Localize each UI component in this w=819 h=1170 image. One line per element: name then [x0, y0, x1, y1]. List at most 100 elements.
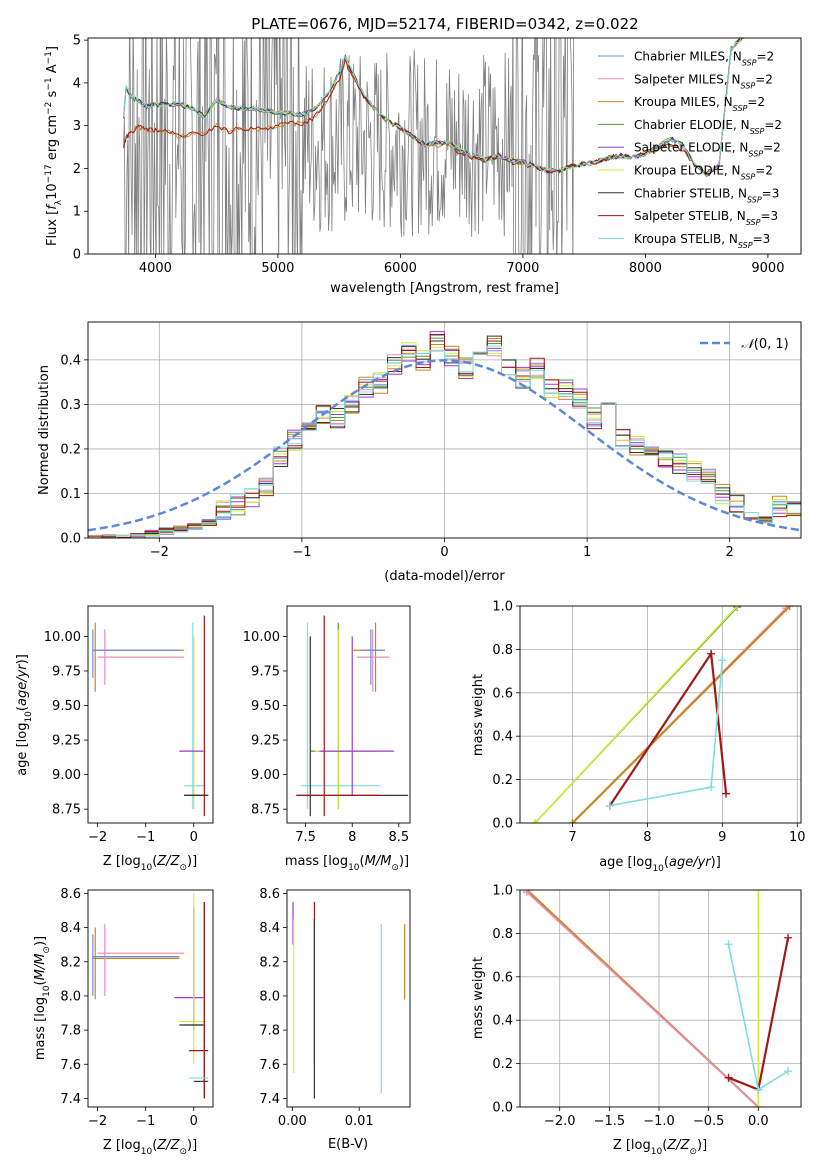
mass-weight-marker [707, 649, 716, 658]
x-tick-label: −2.0 [544, 1114, 576, 1129]
y-tick-label: 1.0 [492, 600, 513, 615]
x-tick-label: −1.5 [594, 1114, 626, 1129]
mass-weight-vs-age-plot-area [520, 606, 801, 823]
x-axis-label: Z [log10(Z/Z⊙)] [103, 854, 197, 873]
legend-label: Kroupa MILES, NSSP=2 [634, 95, 765, 113]
y-tick-label: 0.0 [60, 532, 81, 547]
y-tick-label: 0.6 [492, 686, 513, 701]
y-axis-label: age [log10(age/yr)] [15, 654, 34, 776]
y-tick-label: 0.8 [492, 927, 513, 942]
mass-weight-line [534, 606, 738, 823]
y-tick-label: 2 [73, 162, 81, 177]
y-axis-label: Normed distribution [37, 365, 52, 495]
x-tick-label: 5000 [261, 261, 294, 276]
y-tick-label: 7.4 [60, 1092, 81, 1107]
y-tick-label: 9.75 [52, 664, 81, 679]
age-vs-mass-plot-area [296, 615, 409, 817]
mass-weight-marker [522, 890, 531, 897]
mass-weight-marker [754, 1085, 763, 1094]
x-tick-label: 7000 [506, 261, 539, 276]
x-axis-label: Z [log10(Z/Z⊙)] [613, 1138, 707, 1157]
age-vs-mass-axes: 7.5 8 8.5 8.75 9.00 9.25 9.50 9.75 10.00 [243, 605, 411, 845]
x-tick-label: 6000 [384, 261, 417, 276]
figure-title: PLATE=0676, MJD=52174, FIBERID=0342, z=0… [251, 15, 638, 33]
spectrum-legend: Chabrier MILES, NSSP=2 Salpeter MILES, NS… [598, 50, 782, 249]
y-tick-label: 7.6 [259, 1058, 280, 1073]
y-tick-label: 9.00 [251, 768, 280, 783]
mass-vs-Z-axes: −2 −1 0 7.4 7.6 7.8 8.0 8.2 8.4 8.6 [60, 887, 214, 1129]
x-tick-label: 7.5 [295, 830, 316, 845]
y-tick-label: 0.0 [492, 1101, 513, 1116]
y-tick-label: 8.0 [259, 989, 280, 1004]
x-tick-label: 4000 [139, 261, 172, 276]
y-tick-label: 8.2 [259, 955, 280, 970]
x-tick-label: 0 [190, 830, 198, 845]
age-vs-Z-axes: −2 −1 0 8.75 9.00 9.25 9.50 9.75 10.00 [44, 605, 214, 845]
y-tick-label: 9.50 [251, 699, 280, 714]
spectrum-plot-area [123, 38, 752, 254]
x-tick-label: 0 [190, 1114, 198, 1129]
y-tick-label: 8.6 [259, 887, 280, 902]
y-tick-label: 0 [73, 248, 81, 263]
legend-label: Kroupa ELODIE, NSSP=2 [634, 164, 773, 182]
y-tick-label: 0.4 [492, 1014, 513, 1029]
y-tick-label: 0.2 [492, 773, 513, 788]
x-tick-label: 8 [643, 830, 651, 845]
y-tick-label: 0.2 [492, 1057, 513, 1072]
y-tick-label: 9.75 [251, 664, 280, 679]
x-tick-label: 8 [348, 830, 356, 845]
mass-weight-vs-age-axes: 7 8 9 10 0.0 0.2 0.4 0.6 0.8 1.0 [492, 600, 805, 846]
mass-weight-marker [733, 606, 742, 610]
y-tick-label: 10.00 [44, 630, 81, 645]
y-axis-label: mass weight [471, 957, 486, 1039]
y-tick-label: 7.8 [60, 1024, 81, 1039]
spectrum-frame [87, 37, 802, 255]
y-tick-label: 0.1 [60, 487, 81, 502]
y-tick-label: 0.6 [492, 970, 513, 985]
legend-label: Chabrier MILES, NSSP=2 [634, 50, 774, 68]
mass-weight-marker [754, 1103, 763, 1107]
x-tick-label: −2 [150, 545, 169, 560]
age-vs-Z-frame [87, 605, 214, 824]
x-tick-label: 2 [726, 545, 734, 560]
mass-weight-marker [754, 890, 763, 894]
y-tick-label: 8.75 [251, 803, 280, 818]
y-tick-label: 8.75 [52, 803, 81, 818]
y-tick-label: 0.2 [60, 442, 81, 457]
y-tick-label: 8.2 [60, 955, 81, 970]
mass-vs-Z-frame [87, 889, 214, 1108]
x-tick-label: 10 [789, 830, 806, 845]
mass-vs-EBV-plot-area [292, 901, 406, 1099]
x-tick-label: 0.00 [278, 1114, 307, 1129]
mass-vs-Z-plot-area [92, 893, 209, 1099]
y-tick-label: 0.4 [492, 730, 513, 745]
x-tick-label: −2 [88, 830, 107, 845]
mass-weight-vs-Z-axes: −2.0 −1.5 −1.0 −0.5 0.0 0.0 0.2 0.4 0.6 0.8 1.0 [492, 884, 802, 1129]
y-tick-label: 8.4 [259, 921, 280, 936]
mass-weight-marker [530, 819, 539, 823]
x-tick-label: −0.5 [693, 1114, 725, 1129]
mass-weight-vs-Z-frame [519, 889, 802, 1108]
y-tick-label: 0.4 [60, 353, 81, 368]
mass-weight-line [608, 650, 728, 807]
model-spectrum-line [123, 38, 741, 174]
y-tick-label: 8.6 [60, 887, 81, 902]
x-tick-label: 7 [568, 830, 576, 845]
y-tick-label: 0.3 [60, 398, 81, 413]
histogram-step-line [88, 334, 801, 538]
x-tick-label: −1 [136, 830, 155, 845]
y-tick-label: 0.0 [492, 817, 513, 832]
legend-label: Chabrier ELODIE, NSSP=2 [634, 118, 782, 136]
y-tick-label: 3 [73, 119, 81, 134]
mass-weight-marker [722, 789, 731, 798]
spectrum-axes: 4000 5000 6000 7000 8000 9000 0 1 2 3 4 5 [73, 34, 802, 276]
mass-weight-marker [718, 656, 727, 665]
y-tick-label: 9.50 [52, 699, 81, 714]
chart-layer: 4000 5000 6000 7000 8000 9000012345wavelength… [15, 34, 806, 1157]
normal-reference-curve [88, 359, 801, 532]
y-tick-label: 9.00 [52, 768, 81, 783]
x-axis-label: mass [log10(M/M⊙)] [285, 854, 409, 873]
x-tick-label: 0.0 [748, 1114, 769, 1129]
age-vs-Z-plot-area [92, 615, 209, 817]
x-tick-label: 0 [440, 545, 448, 560]
